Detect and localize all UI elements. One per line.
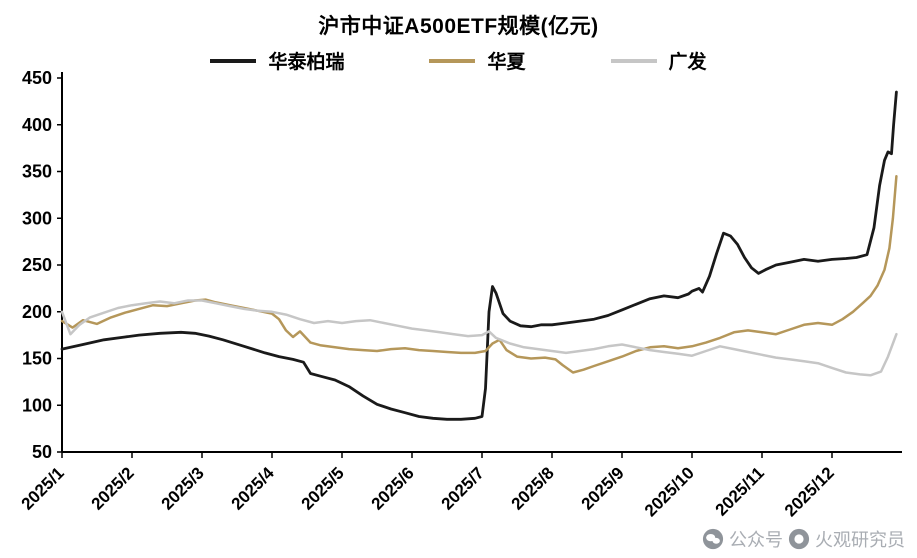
x-tick-label: 2025/8 [508,463,558,513]
watermark: 公众号 火观研究员 [702,526,905,552]
x-tick-label: 2025/1 [18,463,68,513]
y-tick-label: 450 [22,68,52,88]
legend-label: 广发 [668,52,707,73]
x-tick-label: 2025/12 [781,463,838,520]
watermark-prefix: 公众号 [729,530,783,550]
legend-label: 华泰柏瑞 [268,52,345,73]
legend-item-huaxia: 华夏 [429,47,526,74]
watermark-name: 火观研究员 [815,530,905,550]
y-tick-label: 100 [22,395,52,415]
y-tick-label: 300 [22,208,52,228]
y-tick-label: 250 [22,255,52,275]
wechat-icon [702,528,724,550]
legend-swatch-tan [429,58,476,63]
y-tick-label: 50 [32,442,52,462]
y-tick-label: 150 [22,349,52,369]
account-logo-icon [788,528,810,550]
x-tick-label: 2025/5 [298,463,348,513]
x-tick-label: 2025/11 [712,463,768,519]
x-tick-label: 2025/4 [228,463,279,514]
x-tick-label: 2025/9 [578,463,628,513]
legend-item-guangfa: 广发 [610,47,707,74]
chart-title: 沪市中证A500ETF规模(亿元) [318,15,599,38]
legend-item-huataibairui: 华泰柏瑞 [210,47,344,74]
x-tick-label: 2025/6 [368,463,418,513]
series-line-0 [60,90,898,421]
legend-swatch-black [210,58,257,63]
x-tick-label: 2025/7 [438,463,488,513]
legend-label: 华夏 [487,52,526,73]
y-tick-label: 350 [22,162,52,182]
legend-swatch-gray [610,58,657,63]
x-tick-label: 2025/3 [158,463,208,513]
series-line-1 [60,174,898,374]
y-tick-label: 200 [22,302,52,322]
legend: 华泰柏瑞 华夏 广发 [0,47,917,74]
x-tick-label: 2025/10 [641,463,698,520]
series-line-2 [60,299,898,377]
y-tick-label: 400 [22,115,52,135]
x-tick-label: 2025/2 [88,463,138,513]
